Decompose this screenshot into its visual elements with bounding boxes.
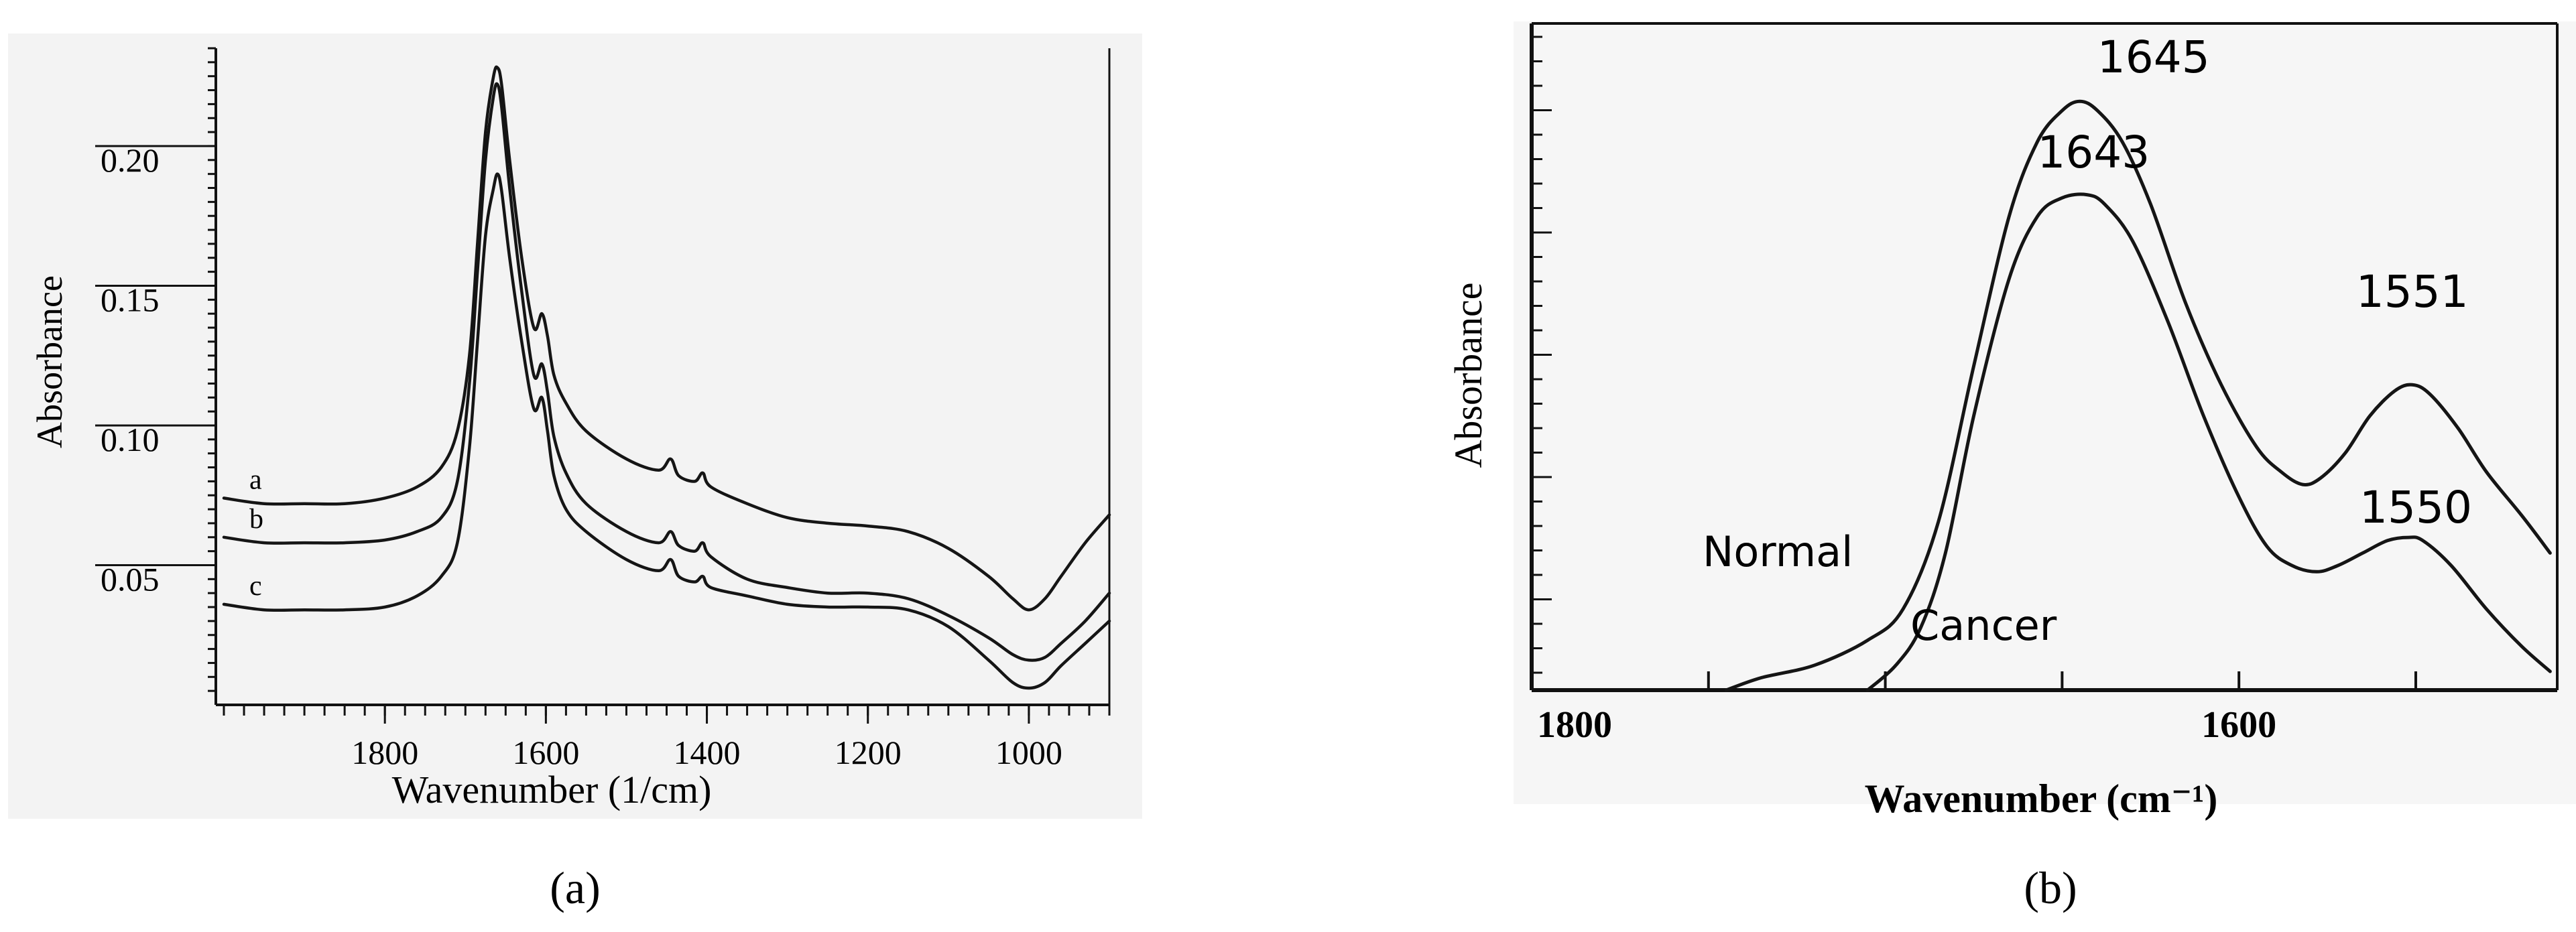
panel-a-series-c-line bbox=[222, 172, 1111, 690]
panel-b-chart: 1800 1600 Normal Cancer 1645 1643 1551 1550 Wa… bbox=[1447, 21, 2576, 913]
panel-a-x-tick-label: 1400 bbox=[674, 734, 741, 771]
panel-a-series-b-label: b bbox=[249, 504, 263, 535]
panel-a-y-axis-label: Absorbance bbox=[29, 275, 70, 448]
panel-b-series-cancer-line bbox=[1865, 192, 2552, 692]
panel-a-y-tick-label: 0.05 bbox=[101, 560, 160, 598]
panel-a-x-tick-label: 1200 bbox=[835, 734, 902, 771]
panel-b-x-axis-label: Wavenumber (cm⁻¹) bbox=[1865, 777, 2218, 821]
panel-b-x-tick-label: 1600 bbox=[2201, 704, 2276, 746]
panel-a-series-b-line bbox=[222, 82, 1111, 662]
panel-b-label: (b) bbox=[2024, 862, 2077, 913]
panel-a-series-group bbox=[222, 65, 1111, 690]
panel-a-x-tick-label: 1600 bbox=[512, 734, 579, 771]
panel-b-series-group bbox=[1724, 99, 2552, 692]
panel-a-series-c-label: c bbox=[249, 571, 262, 602]
panel-a-x-tick-label: 1800 bbox=[351, 734, 418, 771]
panel-b-series-cancer-label: Cancer bbox=[1910, 601, 2057, 650]
panel-a-series-a-line bbox=[222, 65, 1111, 612]
panel-b-peak-label-1551: 1551 bbox=[2356, 266, 2469, 318]
panel-a-y-tick-label: 0.15 bbox=[101, 281, 160, 318]
panel-a-series-a-label: a bbox=[249, 464, 262, 495]
panel-a-x-tick-label: 1000 bbox=[995, 734, 1062, 771]
panel-b-peak-label-1645: 1645 bbox=[2097, 31, 2210, 83]
panel-b-series-normal-line bbox=[1724, 99, 2552, 692]
panel-b-ticks: 1800 1600 bbox=[1530, 36, 2417, 746]
panel-b-series-normal-label: Normal bbox=[1703, 527, 1853, 576]
panel-a-y-tick-label: 0.20 bbox=[101, 141, 160, 179]
panel-a-label: (a) bbox=[550, 862, 600, 913]
panel-a-x-axis-label: Wavenumber (1/cm) bbox=[392, 768, 712, 811]
panel-b-y-axis-label: Absorbance bbox=[1447, 282, 1490, 468]
panel-b-background bbox=[1514, 21, 2576, 804]
panel-a-chart: 0.05 0.10 0.15 0.20 1800 1600 1400 1200 1000 ab c… bbox=[8, 34, 1142, 913]
panel-b-x-tick-label: 1800 bbox=[1537, 704, 1612, 746]
panel-a-ticks: 0.05 0.10 0.15 0.20 1800 1600 1400 1200 1000 bbox=[95, 47, 1111, 771]
panel-a-series-labels: ab c bbox=[249, 464, 263, 601]
panel-a-y-tick-label: 0.10 bbox=[101, 421, 160, 458]
panel-b-peak-label-1643: 1643 bbox=[2037, 127, 2150, 178]
panel-b-peak-label-1550: 1550 bbox=[2359, 482, 2472, 533]
panel-b-annotations: Normal Cancer 1645 1643 1551 1550 bbox=[1703, 31, 2472, 650]
